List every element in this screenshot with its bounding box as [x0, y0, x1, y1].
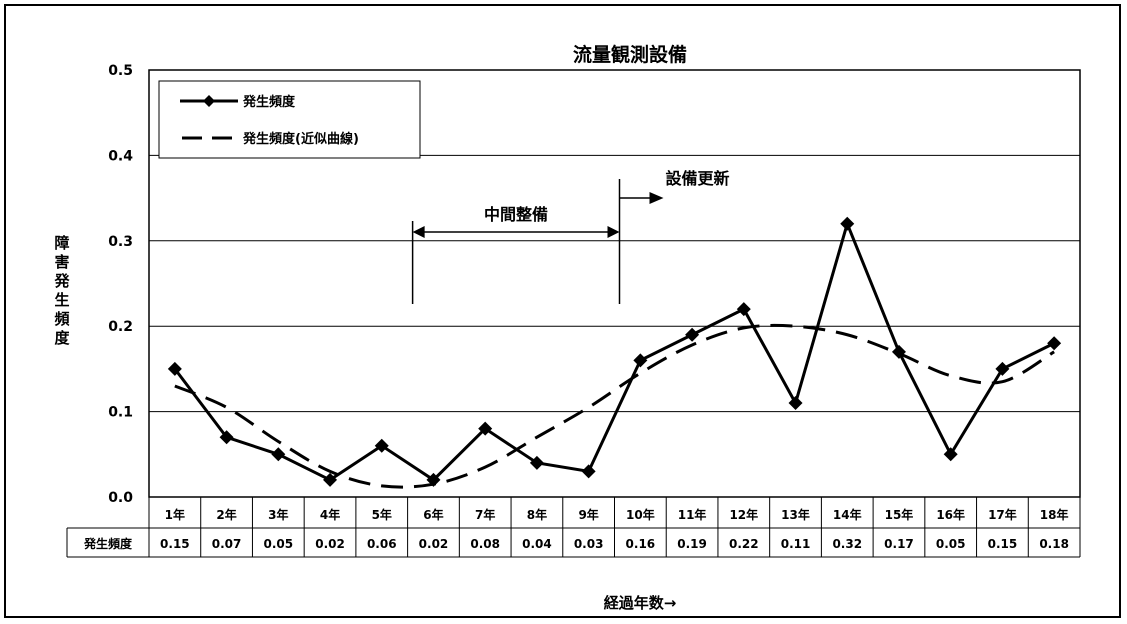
data-table-cell: 0.08: [470, 537, 500, 551]
data-point: [167, 361, 182, 376]
data-point: [323, 472, 338, 487]
data-table-cell: 0.02: [315, 537, 345, 551]
legend-marker: [203, 95, 215, 107]
data-point: [426, 472, 441, 487]
y-tick-label: 0.0: [108, 490, 133, 506]
x-tick-label: 3年: [268, 507, 288, 522]
y-tick-label: 0.1: [108, 405, 133, 421]
x-tick-label: 4年: [320, 507, 340, 522]
interval-label: 中間整備: [484, 205, 548, 224]
data-point: [840, 216, 855, 231]
data-table-cell: 0.22: [729, 537, 759, 551]
data-table-cell: 0.18: [1039, 537, 1069, 551]
table-row-label: 発生頻度: [83, 536, 133, 551]
data-table-cell: 0.05: [936, 537, 966, 551]
data-point: [891, 344, 906, 359]
data-table-cell: 0.04: [522, 537, 552, 551]
x-tick-label: 10年: [626, 507, 655, 522]
x-tick-label: 2年: [216, 507, 236, 522]
legend-label: 発生頻度(近似曲線): [242, 131, 359, 147]
y-tick-label: 0.2: [108, 319, 133, 335]
data-table-cell: 0.07: [212, 537, 242, 551]
data-table-cell: 0.15: [160, 537, 190, 551]
data-table-cell: 0.15: [988, 537, 1018, 551]
data-table-cell: 0.02: [419, 537, 449, 551]
y-axis-title-char: 障: [54, 234, 69, 252]
y-tick-label: 0.5: [108, 63, 133, 79]
interval-arrowhead-left: [412, 226, 425, 238]
data-point: [788, 396, 803, 411]
x-tick-label: 17年: [988, 507, 1017, 522]
x-tick-label: 8年: [527, 507, 547, 522]
y-tick-label: 0.3: [108, 234, 133, 250]
x-tick-label: 5年: [372, 507, 392, 522]
x-tick-label: 12年: [729, 507, 758, 522]
y-axis-title-char: 度: [54, 329, 70, 347]
data-table-cell: 0.16: [626, 537, 656, 551]
data-table-cell: 0.03: [574, 537, 604, 551]
x-tick-label: 9年: [578, 507, 598, 522]
data-table-cell: 0.19: [677, 537, 707, 551]
x-tick-label: 14年: [833, 507, 862, 522]
chart-title: 流量観測設備: [573, 43, 687, 66]
y-axis-title-char: 害: [54, 253, 69, 271]
y-axis-title-char: 発: [53, 272, 70, 290]
renewal-label: 設備更新: [666, 169, 730, 188]
y-tick-label: 0.4: [108, 148, 133, 164]
x-tick-label: 7年: [475, 507, 495, 522]
x-tick-label: 18年: [1040, 507, 1069, 522]
x-tick-label: 13年: [781, 507, 810, 522]
renewal-arrowhead: [649, 192, 664, 204]
x-tick-label: 11年: [678, 507, 707, 522]
data-point: [633, 353, 648, 368]
data-point: [529, 455, 544, 470]
data-point: [943, 447, 958, 462]
x-tick-label: 16年: [936, 507, 965, 522]
series-line: [173, 219, 1055, 482]
y-axis-title-char: 頻: [54, 310, 69, 328]
series-trendline: [174, 323, 1055, 489]
data-point: [478, 421, 493, 436]
data-point: [219, 430, 234, 445]
data-table-cell: 0.06: [367, 537, 397, 551]
x-tick-label: 15年: [885, 507, 914, 522]
x-axis-title: 経過年数→: [604, 594, 677, 612]
data-point: [736, 302, 751, 317]
x-tick-label: 6年: [423, 507, 443, 522]
data-point: [685, 327, 700, 342]
interval-arrowhead-right: [607, 226, 620, 238]
x-tick-label: 1年: [165, 507, 185, 522]
data-point: [271, 447, 286, 462]
legend: [158, 80, 421, 159]
data-table-cell: 0.11: [781, 537, 811, 551]
data-point: [581, 464, 596, 479]
data-table-cell: 0.32: [832, 537, 862, 551]
data-point: [1047, 336, 1062, 351]
data-table-cell: 0.05: [264, 537, 294, 551]
legend-label: 発生頻度: [242, 94, 296, 110]
data-point: [995, 361, 1010, 376]
data-point: [374, 438, 389, 453]
data-table-cell: 0.17: [884, 537, 914, 551]
y-axis-title-char: 生: [54, 291, 69, 309]
